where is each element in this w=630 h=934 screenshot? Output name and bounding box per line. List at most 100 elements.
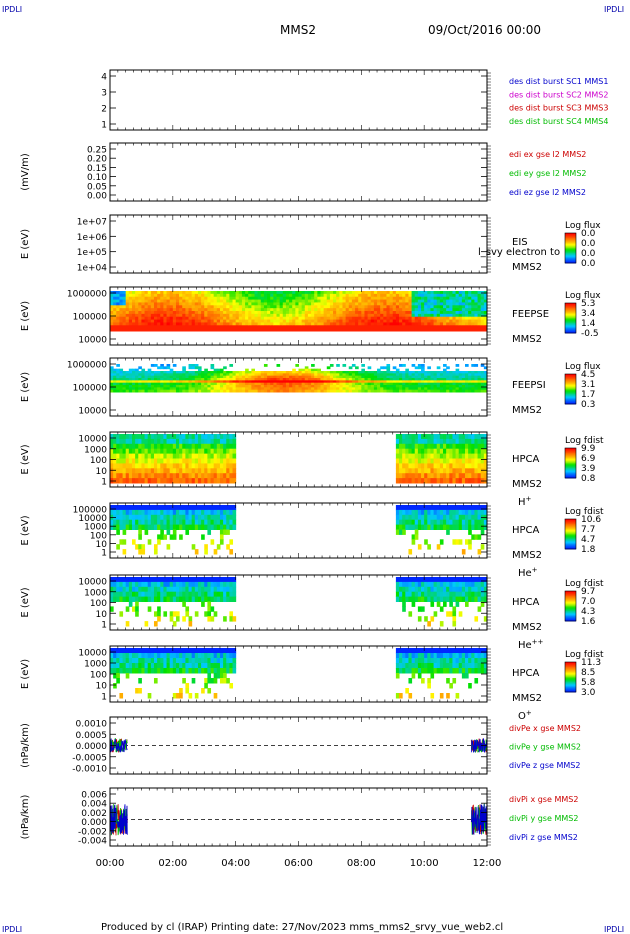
heatmap-cell [424,293,428,298]
heatmap-cell [311,385,315,388]
heatmap-cell [157,378,161,381]
heatmap-cell [461,380,466,384]
heatmap-cell [223,443,227,450]
heatmap-cell [172,524,177,530]
heatmap-cell [251,291,256,295]
heatmap-cell [147,519,152,526]
heatmap-cell [358,291,362,295]
heatmap-cell [408,316,413,321]
heatmap-cell [179,438,183,445]
heatmap-cell [150,382,155,386]
heatmap-cell [213,319,218,323]
heatmap-cell [166,524,171,530]
heatmap-cell [128,291,133,295]
heatmap-cell [314,302,318,306]
heatmap-cell [326,299,331,303]
heatmap-cell [474,319,479,323]
heatmap-cell [395,293,400,298]
heatmap-cell [295,308,299,312]
colorbar-swatch [565,454,576,456]
heatmap-cell [323,322,328,326]
heatmap-cell [465,313,469,318]
heatmap-cell [483,313,488,318]
heatmap-cell [116,519,120,526]
heatmap-cell [263,375,268,379]
heatmap-cell [389,319,394,323]
heatmap-cell [219,378,224,381]
heatmap-cell [160,473,164,479]
heatmap-cell [110,519,114,526]
heatmap-cell [232,305,237,309]
y-axis-label: E (eV) [20,372,31,402]
heatmap-cell [116,325,120,329]
heatmap-cell [116,468,120,474]
heatmap-cell [116,328,120,332]
heatmap-cell [229,293,234,298]
heatmap-cell [480,385,485,388]
heatmap-cell [216,291,221,295]
heatmap-cell [465,382,469,386]
heatmap-cell [446,468,450,474]
heatmap-cell [358,328,362,332]
heatmap-cell [289,371,293,374]
heatmap-cell [260,302,265,306]
heatmap-cell [138,308,142,312]
heatmap-cell [292,316,296,321]
heatmap-cell [289,296,293,301]
heatmap-cell [452,322,457,326]
heatmap-cell [468,473,472,479]
heatmap-cell [468,319,472,323]
heatmap-cell [207,302,212,306]
heatmap-cell [289,382,293,386]
heatmap-cell [395,458,400,464]
heatmap-cell [204,319,208,323]
heatmap-cell [370,316,375,321]
colorbar-tick-label: 6.9 [581,454,596,464]
heatmap-cell [169,453,174,459]
heatmap-cell [157,291,161,295]
heatmap-cell [116,308,120,312]
spacecraft-name: MMS2 [512,405,542,416]
heatmap-cell [389,296,394,301]
heatmap-cell [213,322,218,326]
heatmap-cell [414,325,419,329]
heatmap-cell [329,311,334,315]
heatmap-cell [446,308,450,312]
heatmap-cell [179,373,183,377]
heatmap-cell [477,434,482,440]
heatmap-cell [172,463,177,469]
heatmap-cell [153,296,158,301]
heatmap-cell [141,296,146,301]
heatmap-cell [326,387,331,391]
heatmap-cell [424,519,428,526]
heatmap-cell [298,299,303,303]
heatmap-cell [480,371,485,374]
heatmap-cell [147,325,152,329]
heatmap-cell [160,375,164,379]
heatmap-cell [358,375,362,379]
heatmap-cell [439,458,444,464]
heatmap-cell [191,519,196,526]
colorbar-swatch [565,239,576,241]
heatmap-cell [150,389,155,393]
heatmap-cell [191,453,196,459]
heatmap-cell [414,299,419,303]
heatmap-cell [141,316,146,321]
heatmap-cell [436,325,441,329]
heatmap-cell [461,468,466,474]
heatmap-cell [443,468,447,474]
heatmap-cell [163,382,168,386]
heatmap-cell [216,443,221,450]
heatmap-cell [175,434,180,440]
heatmap-cell [414,371,419,374]
heatmap-cell [424,375,428,379]
heatmap-cell [166,514,171,521]
heatmap-cell [443,453,447,459]
heatmap-cell [436,544,441,550]
heatmap-cell [304,313,309,318]
heatmap-cell [138,387,142,391]
heatmap-cell [216,544,221,550]
heatmap-cell [468,296,472,301]
heatmap-cell [408,291,413,295]
heatmap-cell [125,299,130,303]
